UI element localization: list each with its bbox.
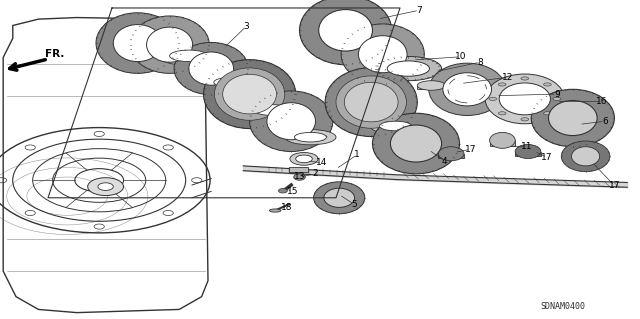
Text: SDNAM0400: SDNAM0400 bbox=[541, 302, 586, 311]
Ellipse shape bbox=[372, 113, 460, 174]
Text: 18: 18 bbox=[281, 203, 292, 212]
Text: 16: 16 bbox=[596, 97, 607, 106]
Text: 11: 11 bbox=[521, 142, 532, 151]
Ellipse shape bbox=[358, 36, 407, 73]
Ellipse shape bbox=[341, 24, 424, 85]
Ellipse shape bbox=[113, 25, 162, 62]
Text: 3: 3 bbox=[244, 22, 249, 31]
Ellipse shape bbox=[553, 97, 561, 100]
Circle shape bbox=[98, 183, 113, 190]
Ellipse shape bbox=[147, 27, 193, 62]
Text: 17: 17 bbox=[465, 145, 476, 154]
Ellipse shape bbox=[370, 118, 421, 134]
Ellipse shape bbox=[325, 68, 417, 137]
Ellipse shape bbox=[443, 73, 492, 106]
Ellipse shape bbox=[499, 112, 506, 115]
Ellipse shape bbox=[390, 125, 442, 162]
Text: 14: 14 bbox=[316, 158, 328, 167]
Ellipse shape bbox=[243, 101, 301, 119]
Text: 5: 5 bbox=[351, 200, 356, 209]
Ellipse shape bbox=[189, 52, 234, 85]
Ellipse shape bbox=[344, 82, 398, 122]
Ellipse shape bbox=[269, 209, 281, 212]
Ellipse shape bbox=[204, 74, 257, 90]
Text: 13: 13 bbox=[294, 172, 305, 181]
Ellipse shape bbox=[290, 152, 318, 165]
Ellipse shape bbox=[375, 56, 442, 81]
Ellipse shape bbox=[548, 100, 597, 136]
Ellipse shape bbox=[531, 89, 614, 147]
Ellipse shape bbox=[499, 83, 506, 86]
Text: 10: 10 bbox=[455, 52, 467, 61]
Polygon shape bbox=[438, 154, 464, 158]
Ellipse shape bbox=[344, 81, 398, 123]
Text: FR.: FR. bbox=[45, 49, 64, 59]
Circle shape bbox=[278, 189, 287, 193]
Ellipse shape bbox=[417, 81, 445, 90]
Ellipse shape bbox=[521, 118, 529, 121]
Ellipse shape bbox=[170, 50, 208, 62]
Polygon shape bbox=[515, 152, 541, 156]
Ellipse shape bbox=[285, 130, 336, 145]
Ellipse shape bbox=[336, 76, 406, 128]
Ellipse shape bbox=[314, 182, 365, 214]
Text: 17: 17 bbox=[541, 153, 553, 162]
Ellipse shape bbox=[300, 0, 392, 65]
Ellipse shape bbox=[515, 145, 541, 159]
Circle shape bbox=[88, 178, 124, 196]
Ellipse shape bbox=[387, 61, 429, 76]
Text: 6: 6 bbox=[602, 117, 607, 126]
Ellipse shape bbox=[223, 73, 276, 115]
Polygon shape bbox=[490, 140, 515, 146]
Ellipse shape bbox=[174, 42, 248, 95]
Ellipse shape bbox=[438, 147, 464, 161]
Ellipse shape bbox=[572, 147, 600, 166]
Ellipse shape bbox=[204, 60, 296, 129]
Ellipse shape bbox=[561, 141, 610, 172]
Ellipse shape bbox=[543, 112, 551, 115]
Text: 2: 2 bbox=[312, 169, 317, 178]
Ellipse shape bbox=[214, 78, 247, 87]
Ellipse shape bbox=[319, 10, 372, 51]
Ellipse shape bbox=[499, 83, 550, 115]
Text: 8: 8 bbox=[477, 58, 483, 67]
Ellipse shape bbox=[294, 132, 326, 142]
Ellipse shape bbox=[324, 188, 355, 207]
Ellipse shape bbox=[223, 74, 276, 114]
Text: 7: 7 bbox=[417, 6, 422, 15]
Polygon shape bbox=[417, 85, 445, 89]
Ellipse shape bbox=[294, 174, 305, 180]
Ellipse shape bbox=[489, 97, 497, 100]
Ellipse shape bbox=[490, 132, 515, 148]
Ellipse shape bbox=[429, 63, 506, 115]
Ellipse shape bbox=[96, 13, 179, 73]
Text: 15: 15 bbox=[287, 187, 298, 196]
Ellipse shape bbox=[521, 77, 529, 80]
Ellipse shape bbox=[485, 74, 564, 124]
Text: 9: 9 bbox=[554, 90, 559, 99]
Ellipse shape bbox=[296, 155, 312, 163]
Text: 1: 1 bbox=[355, 150, 360, 159]
Ellipse shape bbox=[543, 83, 551, 86]
Text: 12: 12 bbox=[502, 73, 513, 82]
Text: 17: 17 bbox=[609, 181, 620, 190]
Ellipse shape bbox=[214, 68, 285, 120]
Ellipse shape bbox=[254, 105, 290, 115]
Ellipse shape bbox=[380, 121, 412, 131]
Text: 4: 4 bbox=[442, 157, 447, 166]
Ellipse shape bbox=[250, 91, 333, 152]
Ellipse shape bbox=[267, 103, 316, 140]
Ellipse shape bbox=[130, 16, 209, 73]
Bar bbox=[289, 167, 308, 172]
Ellipse shape bbox=[158, 46, 220, 65]
